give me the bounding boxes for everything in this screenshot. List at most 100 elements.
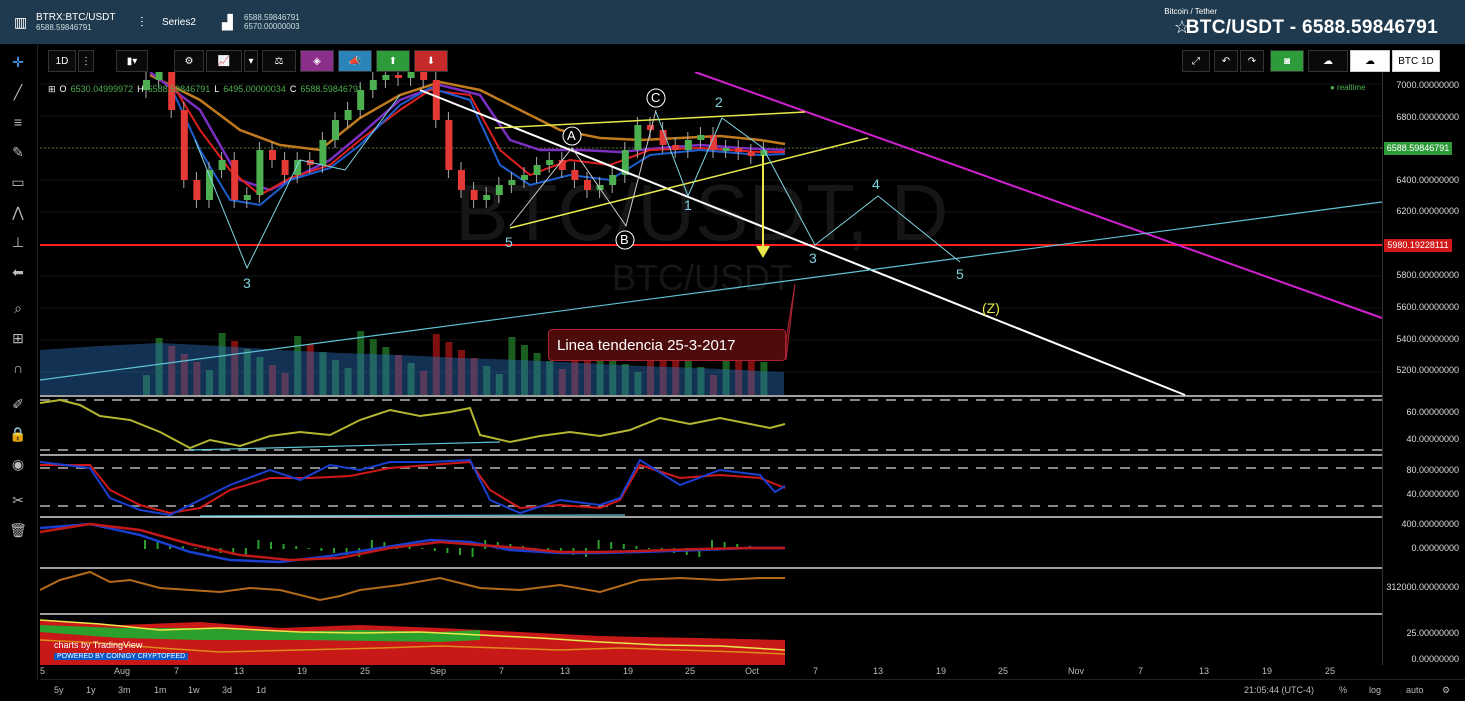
- price-low: 6570.00000003: [244, 22, 300, 31]
- volume-bar: [369, 339, 377, 395]
- arrow-left-icon[interactable]: ⬅: [12, 264, 24, 280]
- indicators-button[interactable]: 📈: [206, 50, 242, 72]
- candle: [684, 140, 692, 150]
- candle: [218, 160, 226, 170]
- range-1w[interactable]: 1w: [188, 685, 200, 695]
- text-comment-icon[interactable]: ▭: [11, 174, 25, 190]
- log-toggle[interactable]: log: [1369, 685, 1382, 695]
- settings-gear-icon[interactable]: ⚙: [174, 50, 204, 72]
- tools-icon[interactable]: ✂: [12, 492, 24, 508]
- range-1d[interactable]: 1d: [256, 685, 267, 695]
- coinigy-badge[interactable]: POWERED BY COINIGY CRYPTOFEED: [54, 653, 189, 660]
- triangle-upper: [494, 111, 806, 129]
- candle: [294, 160, 302, 175]
- camera-icon[interactable]: ◙: [1270, 50, 1304, 72]
- close-label: C: [289, 84, 297, 94]
- candle: [420, 72, 428, 80]
- cloud-load-icon[interactable]: ☁: [1308, 50, 1348, 72]
- undo-icon[interactable]: ↶: [1214, 50, 1238, 72]
- redo-icon[interactable]: ↷: [1240, 50, 1264, 72]
- volume-bar: [243, 349, 251, 395]
- volume-bar: [294, 336, 302, 395]
- volume-bar: [647, 335, 654, 395]
- volume-bar: [684, 359, 692, 395]
- candle: [155, 72, 163, 80]
- wave-label-z: (Z): [982, 300, 1000, 316]
- volume-bar: [710, 375, 717, 395]
- brush-icon[interactable]: ✎: [12, 144, 24, 160]
- ohlc-legend: ⊞ O 6530.04999972 H 6588.59846791 L 6495.00…: [48, 84, 363, 95]
- cube-icon[interactable]: ◈: [300, 50, 334, 72]
- macd-hist-bar: [698, 548, 701, 557]
- pattern-icon[interactable]: ⋀: [12, 204, 24, 220]
- wave-label-2: 2: [715, 94, 723, 110]
- candle: [621, 150, 629, 175]
- magnet-icon[interactable]: ∩: [12, 360, 24, 376]
- volume-bar: [344, 368, 352, 395]
- horizontal-lines-icon[interactable]: ≡: [13, 114, 23, 130]
- buy-arrow-up-icon[interactable]: ⬆: [376, 50, 410, 72]
- y-tick: 7000.00000000: [1396, 80, 1459, 90]
- macd-hist-bar: [156, 542, 159, 549]
- ma-orange: [149, 73, 786, 152]
- candle: [231, 160, 239, 200]
- volume-bar: [722, 338, 730, 395]
- auto-toggle[interactable]: auto: [1406, 685, 1424, 695]
- volume-bar: [609, 356, 617, 395]
- candle: [760, 150, 768, 156]
- x-tick: 7: [1138, 666, 1144, 676]
- volume-bar: [596, 348, 604, 395]
- macd-hist-bar: [711, 540, 713, 549]
- wave-label-a: A: [567, 128, 576, 143]
- trendline-annotation[interactable]: Linea tendencia 25-3-2017: [548, 329, 786, 361]
- megaphone-icon[interactable]: 📣: [338, 50, 372, 72]
- range-3m[interactable]: 3m: [118, 685, 131, 695]
- macd-hist-bar: [383, 542, 386, 549]
- legend-toggle-icon[interactable]: ⊞: [48, 84, 56, 94]
- chart-type-button[interactable]: ▮▾: [116, 50, 148, 72]
- price-axis[interactable]: 7000.00000000 6800.00000000 6400.0000000…: [1382, 72, 1465, 665]
- price-range-tab[interactable]: ▟ 6588.59846791 6570.00000003: [222, 4, 300, 40]
- tradingview-logo[interactable]: charts by TradingView: [54, 640, 143, 650]
- macd-hist-bar: [610, 542, 613, 549]
- candle: [508, 180, 516, 185]
- indicators-menu-icon[interactable]: ▾: [244, 50, 258, 72]
- candle: [243, 195, 251, 200]
- eye-hidden-icon[interactable]: ◉: [11, 456, 25, 472]
- cloud-save-icon[interactable]: ☁: [1350, 50, 1390, 72]
- range-5y[interactable]: 5y: [54, 685, 64, 695]
- interval-menu-icon[interactable]: ⋮: [78, 50, 94, 72]
- percent-toggle[interactable]: %: [1339, 685, 1348, 695]
- price-chart[interactable]: BTC/USDT, D BTC/USDT: [40, 72, 1385, 665]
- settings-gear-icon[interactable]: ⚙: [1442, 685, 1451, 695]
- trend-line-icon[interactable]: ╱: [13, 84, 23, 100]
- pencil-lock-icon[interactable]: ✐: [12, 396, 24, 412]
- measure-icon[interactable]: ⊞: [12, 330, 24, 346]
- symbol-tab[interactable]: ▥ BTRX:BTC/USDT 6588.59846791: [14, 4, 115, 40]
- range-1m[interactable]: 1m: [154, 685, 167, 695]
- candle: [319, 140, 327, 165]
- compare-scale-icon[interactable]: ⚖: [262, 50, 296, 72]
- candle: [256, 150, 264, 195]
- interval-button[interactable]: 1D: [48, 50, 76, 72]
- sell-arrow-down-icon[interactable]: ⬇: [414, 50, 448, 72]
- candle: [445, 120, 453, 170]
- right-interval-button[interactable]: BTC 1D: [1392, 50, 1440, 72]
- series2-tab[interactable]: ⫶ Series2: [140, 4, 196, 40]
- candle: [546, 160, 554, 165]
- fib-icon[interactable]: ⊥: [11, 234, 25, 250]
- trash-icon[interactable]: 🗑: [9, 522, 27, 538]
- lock-icon[interactable]: 🔒: [9, 426, 27, 442]
- range-1y[interactable]: 1y: [86, 685, 96, 695]
- candle: [382, 75, 390, 80]
- fullscreen-icon[interactable]: ⤢: [1182, 50, 1210, 72]
- x-tick: Nov: [1068, 666, 1085, 676]
- chart-toolbar: 1D ⋮ ▮▾ ⚙ 📈 ▾ ⚖ ◈ 📣 ⬆ ⬇ ⤢ ↶ ↷ ◙ ☁ ☁ BTC …: [0, 44, 1465, 77]
- candle: [722, 148, 730, 151]
- wave-label-5: 5: [956, 266, 964, 282]
- zoom-icon[interactable]: ⌕: [14, 300, 22, 316]
- candle: [458, 170, 465, 190]
- crosshair-icon[interactable]: ✛: [12, 54, 24, 70]
- range-3d[interactable]: 3d: [222, 685, 233, 695]
- star-icon[interactable]: ☆: [1173, 17, 1190, 37]
